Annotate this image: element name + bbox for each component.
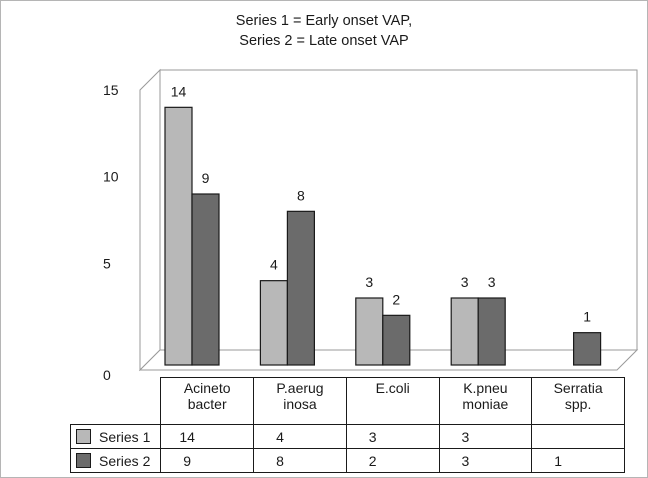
data-label: 8	[297, 187, 305, 203]
legend-swatch	[76, 452, 91, 468]
table-row: Series 1 14 4 3 3	[69, 424, 625, 449]
chart-title: Series 1 = Early onset VAP, Series 2 = L…	[0, 11, 648, 51]
category-label: K.pneu moniae	[438, 377, 533, 425]
y-tick-label: 0	[103, 367, 111, 383]
table-cell: 2	[345, 448, 440, 473]
chart-title-line-1: Series 1 = Early onset VAP,	[235, 13, 413, 29]
bar	[382, 314, 411, 366]
chart-title-line-2: Series 2 = Late onset VAP	[239, 33, 409, 49]
legend-cell: Series 2	[69, 448, 162, 473]
table-cell	[531, 424, 625, 449]
legend-swatch	[76, 428, 91, 444]
data-table: Acineto bacter P.aerug inosa E.coli K.pneu mon…	[69, 377, 625, 473]
data-label: 3	[488, 274, 496, 290]
table-cell: 3	[438, 424, 533, 449]
data-label: 4	[270, 257, 278, 273]
y-tick-label: 10	[103, 169, 119, 185]
table-cell: 1	[531, 448, 625, 473]
data-label: 3	[365, 274, 373, 290]
plot-side-wall	[139, 68, 161, 372]
category-label-line: moniae	[462, 396, 509, 412]
bar	[286, 210, 315, 366]
bar	[450, 297, 479, 366]
category-label-line: Acineto	[183, 380, 231, 396]
category-label-line: inosa	[283, 396, 317, 412]
category-label: Acineto bacter	[160, 377, 255, 425]
table-corner	[70, 377, 162, 425]
data-label: 14	[171, 83, 187, 99]
table-cell: 3	[438, 448, 533, 473]
table-cell: 9	[160, 448, 255, 473]
table-header-row: Acineto bacter P.aerug inosa E.coli K.pneu mon…	[70, 377, 625, 425]
table-cell: 8	[253, 448, 347, 473]
legend-label: Series 1	[99, 428, 151, 445]
table-cell: 3	[345, 424, 440, 449]
category-label: Serratia spp.	[531, 377, 625, 425]
data-label: 1	[583, 309, 591, 325]
data-label: 3	[461, 274, 469, 290]
table-cell: 14	[160, 424, 255, 449]
legend-label: Series 2	[99, 452, 151, 469]
y-tick-label: 15	[103, 82, 119, 98]
bar	[191, 193, 220, 366]
legend-cell: Series 1	[69, 424, 162, 449]
category-label-line: K.pneu	[463, 380, 508, 396]
category-label-line: bacter	[187, 396, 227, 412]
bar	[259, 280, 288, 366]
category-label-line: spp.	[564, 396, 592, 412]
bar	[164, 106, 193, 366]
category-label-line: P.aerug	[276, 380, 324, 396]
data-label: 2	[392, 291, 400, 307]
bar	[355, 297, 384, 366]
table-cell: 4	[253, 424, 347, 449]
category-label-line: E.coli	[375, 380, 410, 396]
plot-back-wall	[159, 69, 638, 351]
category-label: E.coli	[345, 377, 440, 425]
bar	[477, 297, 506, 366]
category-label: P.aerug inosa	[253, 377, 347, 425]
category-label-line: Serratia	[553, 380, 603, 396]
y-tick-label: 5	[103, 255, 111, 271]
data-label: 9	[202, 170, 210, 186]
bar	[572, 332, 602, 366]
